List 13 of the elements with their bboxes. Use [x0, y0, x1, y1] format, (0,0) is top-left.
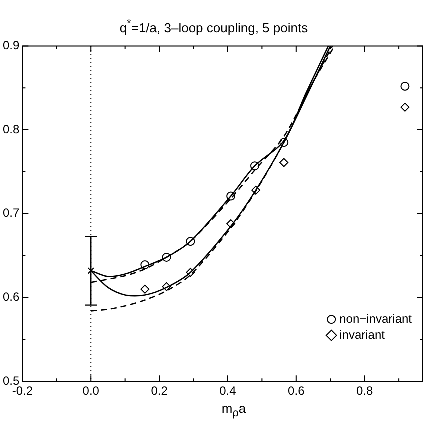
x-tick-label: 0.6: [288, 384, 306, 398]
y-tick-label: 0.7: [2, 206, 20, 220]
x-axis-title: m$_{ρ}$a: [220, 401, 248, 420]
x-tick-label: 0.8: [356, 384, 374, 398]
x-tick-label: 0.4: [220, 384, 237, 398]
legend-label: invariant: [340, 328, 386, 342]
legend-label: non−invariant: [340, 312, 413, 326]
y-tick-label: 0.9: [2, 38, 20, 53]
x-tick-label: 0.2: [151, 384, 168, 398]
y-tick-label: 0.8: [2, 122, 20, 136]
x-tick-label: 0.0: [82, 384, 100, 398]
chart-title: q$^{*}$=1/a, 3–loop coupling, 5 points: [118, 18, 310, 36]
y-tick-label: 0.6: [2, 290, 20, 304]
